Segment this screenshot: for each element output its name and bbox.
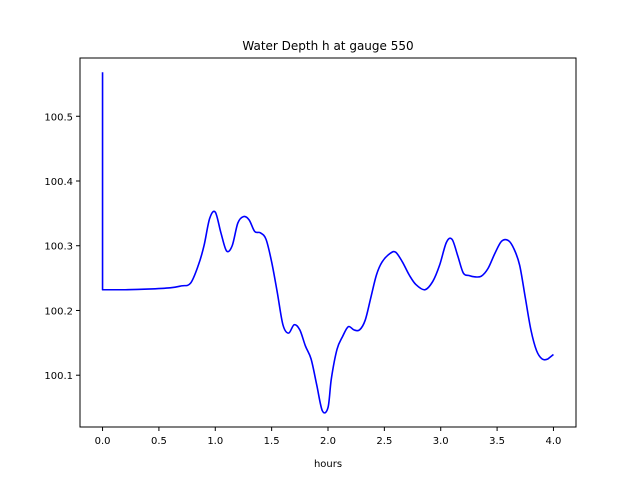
series-line — [101, 72, 554, 414]
x-tick-label: 2.5 — [376, 436, 392, 447]
y-tick-label: 100.2 — [44, 306, 73, 317]
x-tick-label: 3.5 — [489, 436, 505, 447]
x-tick-label: 0.0 — [95, 436, 111, 447]
x-tick-label: 0.5 — [151, 436, 167, 447]
series-line-group — [101, 72, 554, 414]
x-axis-label: hours — [314, 459, 342, 470]
x-tick-label: 3.0 — [433, 436, 449, 447]
chart-title: Water Depth h at gauge 550 — [242, 39, 413, 53]
x-axis-ticks: 0.0 0.5 1.0 1.5 2.0 2.5 3.0 3.5 4.0 — [95, 427, 562, 447]
y-tick-label: 100.5 — [44, 112, 73, 123]
y-tick-label: 100.3 — [44, 242, 73, 253]
x-tick-label: 4.0 — [546, 436, 562, 447]
x-tick-label: 2.0 — [320, 436, 336, 447]
y-tick-label: 100.1 — [44, 371, 73, 382]
x-tick-label: 1.0 — [207, 436, 223, 447]
x-tick-label: 1.5 — [264, 436, 280, 447]
y-tick-label: 100.4 — [44, 177, 73, 188]
y-axis-ticks: 100.1 100.2 100.3 100.4 100.5 — [44, 112, 80, 382]
